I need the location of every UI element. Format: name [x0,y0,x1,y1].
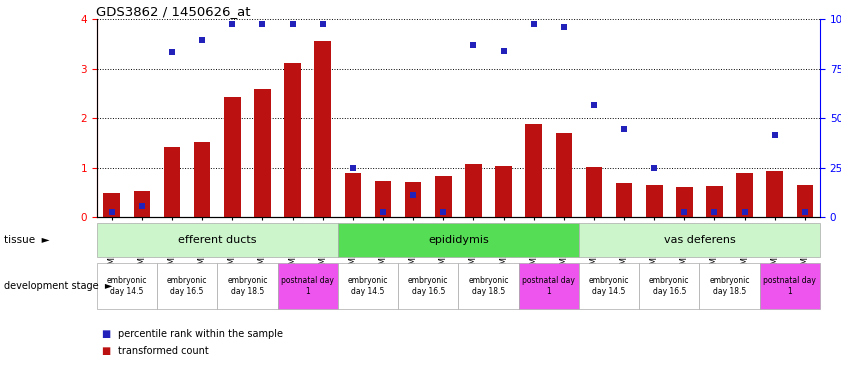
Text: embryonic
day 18.5: embryonic day 18.5 [227,276,267,296]
Point [678,209,691,215]
Bar [338,223,579,257]
Point [527,21,541,27]
Text: postnatal day
1: postnatal day 1 [764,276,817,296]
Bar [224,97,241,217]
Text: development stage  ►: development stage ► [4,281,113,291]
Point [376,209,389,215]
Point [738,209,751,215]
Point [166,49,179,55]
Point [105,209,119,215]
Text: ■: ■ [101,329,110,339]
Point [768,132,781,139]
Text: vas deferens: vas deferens [664,235,735,245]
Bar [157,263,217,309]
Text: transformed count: transformed count [118,346,209,356]
Bar [458,263,519,309]
Point [436,209,450,215]
Text: postnatal day
1: postnatal day 1 [281,276,334,296]
Bar [194,142,210,217]
Bar [759,263,820,309]
Text: embryonic
day 18.5: embryonic day 18.5 [468,276,509,296]
Bar [700,263,759,309]
Bar [338,263,398,309]
Bar [254,89,271,217]
Bar [585,167,602,217]
Point [346,164,360,170]
Point [406,192,420,198]
Bar [97,223,338,257]
Bar [796,185,813,217]
Bar [646,185,663,217]
Point [135,203,149,209]
Text: embryonic
day 16.5: embryonic day 16.5 [167,276,208,296]
Bar [134,191,151,217]
Bar [616,183,632,217]
Point [557,23,570,30]
Bar [217,263,278,309]
Text: embryonic
day 14.5: embryonic day 14.5 [347,276,389,296]
Bar [556,133,572,217]
Bar [398,263,458,309]
Bar [526,124,542,217]
Text: embryonic
day 16.5: embryonic day 16.5 [649,276,690,296]
Bar [706,186,722,217]
Bar [435,176,452,217]
Text: embryonic
day 14.5: embryonic day 14.5 [107,276,147,296]
Point [617,126,631,132]
Point [587,102,600,108]
Text: embryonic
day 18.5: embryonic day 18.5 [709,276,750,296]
Point [286,21,299,27]
Bar [579,223,820,257]
Bar [315,41,331,217]
Bar [519,263,579,309]
Bar [766,171,783,217]
Bar [495,166,512,217]
Text: postnatal day
1: postnatal day 1 [522,276,575,296]
Bar [375,181,391,217]
Point [225,21,239,27]
Bar [278,263,338,309]
Bar [639,263,700,309]
Bar [676,187,693,217]
Point [497,48,510,54]
Text: efferent ducts: efferent ducts [178,235,257,245]
Bar [103,193,120,217]
Bar [737,174,753,217]
Point [798,209,812,215]
Point [648,164,661,170]
Text: GDS3862 / 1450626_at: GDS3862 / 1450626_at [96,5,251,18]
Bar [345,174,361,217]
Text: percentile rank within the sample: percentile rank within the sample [118,329,283,339]
Bar [97,263,157,309]
Text: ■: ■ [101,346,110,356]
Text: epididymis: epididymis [428,235,489,245]
Text: tissue  ►: tissue ► [4,235,50,245]
Bar [164,147,180,217]
Bar [579,263,639,309]
Bar [405,182,421,217]
Text: embryonic
day 16.5: embryonic day 16.5 [408,276,448,296]
Text: embryonic
day 14.5: embryonic day 14.5 [589,276,629,296]
Point [256,21,269,27]
Bar [284,63,301,217]
Point [195,37,209,43]
Bar [465,164,482,217]
Point [316,21,330,27]
Point [467,42,480,48]
Point [708,209,722,215]
